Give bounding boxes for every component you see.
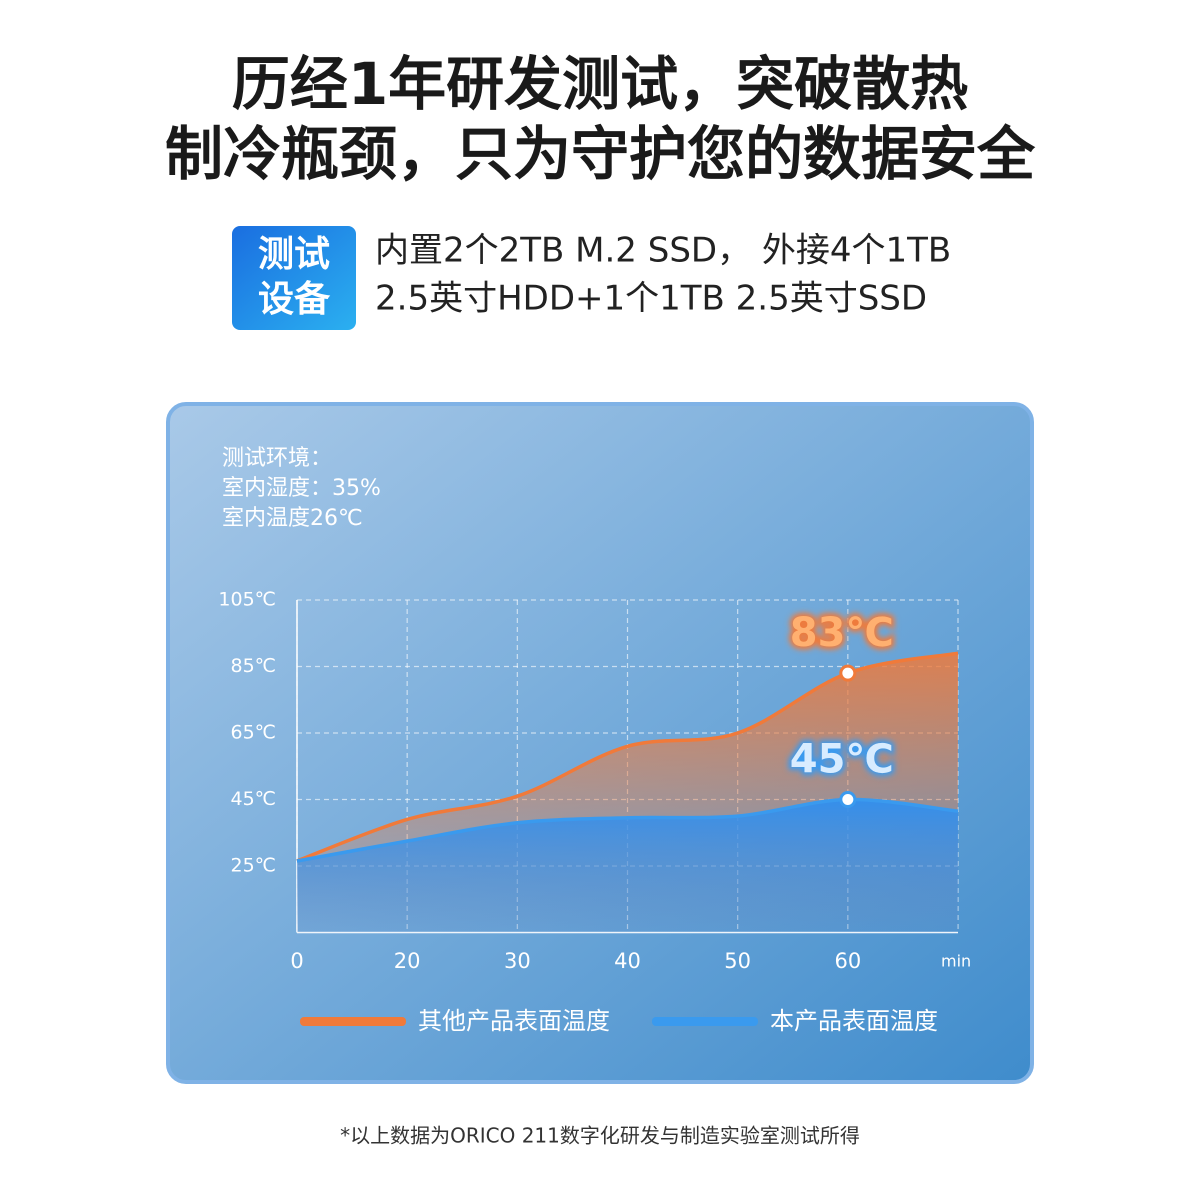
x-tick-label: 50 [724, 949, 751, 973]
legend-label: 本产品表面温度 [770, 1007, 938, 1035]
y-tick-label: 25℃ [230, 855, 276, 877]
legend-swatch [652, 1017, 758, 1026]
x-axis-label: min [941, 952, 971, 971]
point-marker [839, 664, 857, 682]
legend-swatch [300, 1017, 406, 1026]
title-line: 历经1年研发测试，突破散热 [232, 50, 968, 118]
spec-line: 内置2个2TB M.2 SSD， 外接4个1TB [375, 231, 951, 271]
x-tick-label: 30 [504, 949, 531, 973]
value-label: 83℃ [790, 610, 894, 656]
value-label-glow: 45℃ [790, 737, 894, 783]
y-tick-label: 105℃ [218, 589, 276, 611]
value-label: 45℃ [790, 737, 894, 783]
annotation: 室内湿度：35% [222, 476, 381, 501]
x-tick-label: 0 [290, 949, 303, 973]
badge [232, 226, 356, 330]
badge-text: 测试 [258, 234, 330, 275]
point-marker [839, 791, 857, 808]
x-tick-label: 60 [834, 949, 861, 973]
badge-text: 设备 [258, 279, 331, 320]
legend-label: 其他产品表面温度 [418, 1007, 610, 1035]
y-tick-label: 45℃ [230, 788, 276, 810]
footnote: *以上数据为ORICO 211数字化研发与制造实验室测试所得 [340, 1124, 860, 1148]
title-line: 制冷瓶颈，只为守护您的数据安全 [165, 120, 1036, 188]
x-tick-label: 40 [614, 949, 641, 973]
y-tick-label: 65℃ [230, 722, 276, 744]
annotation: 测试环境： [222, 446, 332, 471]
x-tick-label: 20 [394, 949, 421, 973]
spec-line: 2.5英寸HDD+1个1TB 2.5英寸SSD [375, 279, 927, 319]
value-label-glow: 83℃ [790, 610, 894, 656]
annotation: 室内温度26℃ [222, 506, 363, 531]
y-tick-label: 85℃ [230, 655, 276, 677]
